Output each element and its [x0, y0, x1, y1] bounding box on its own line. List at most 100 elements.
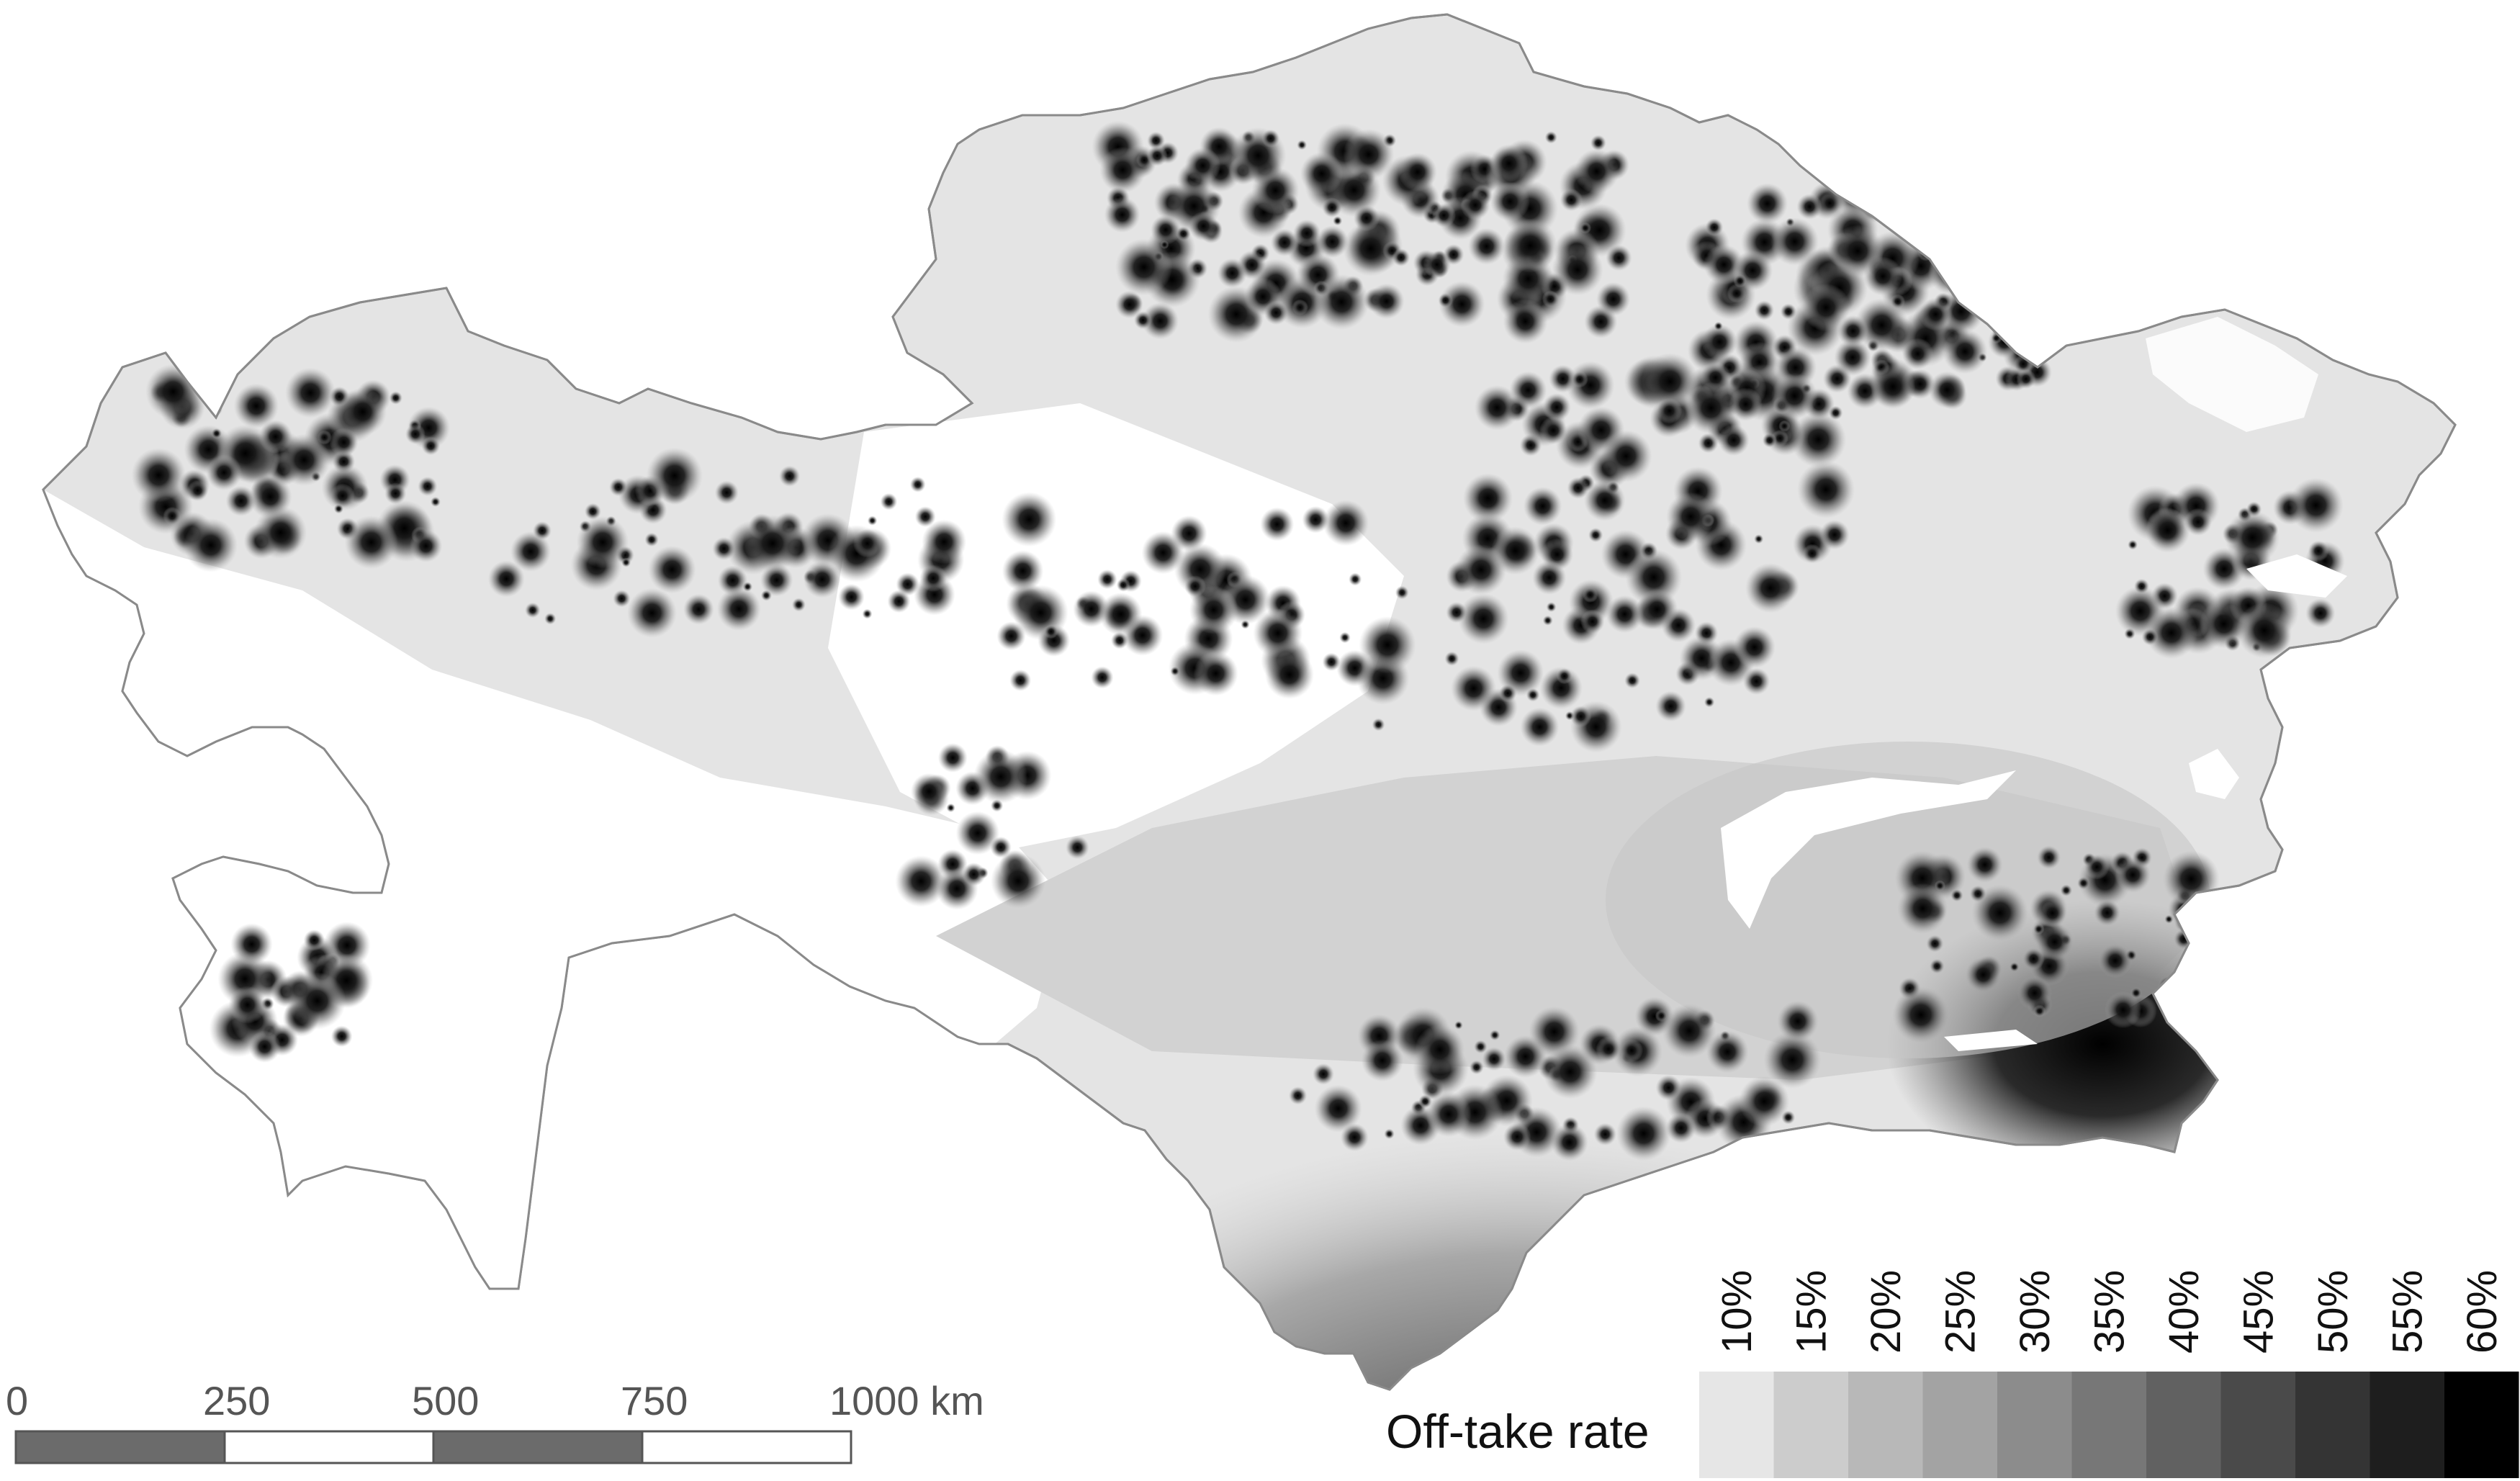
settlement-hotspot [2022, 947, 2045, 971]
scale-bar-tick-label: 250 [203, 1378, 270, 1423]
settlement-hotspot [533, 521, 552, 540]
settlement-hotspot [1458, 593, 1509, 644]
settlement-hotspot [1837, 315, 1869, 347]
settlement-hotspot [1261, 129, 1280, 148]
scale-bar-segment [223, 1430, 435, 1464]
settlement-hotspot [2225, 510, 2280, 565]
altai-white-patch [2146, 317, 2318, 432]
settlement-hotspot [1560, 188, 1583, 212]
settlement-hotspot [1288, 1086, 1308, 1105]
settlement-hotspot [838, 583, 865, 611]
settlement-hotspot [1091, 666, 1114, 689]
settlement-hotspot [2141, 628, 2159, 646]
settlement-hotspot [1462, 473, 1513, 523]
settlement-hotspot [1460, 190, 1490, 220]
settlement-hotspot [1727, 284, 1747, 303]
settlement-hotspot [1969, 885, 1986, 903]
settlement-hotspot [1580, 222, 1592, 234]
settlement-hotspot [1860, 194, 1884, 217]
settlement-hotspot [1115, 238, 1173, 296]
settlement-hotspot [1170, 666, 1180, 676]
settlement-hotspot [1942, 329, 1988, 374]
settlement-hotspot [1984, 248, 2040, 304]
legend-swatch [1997, 1372, 2072, 1478]
settlement-hotspot [909, 477, 926, 492]
settlement-hotspot [418, 476, 438, 497]
settlement-hotspot [2098, 943, 2133, 978]
settlement-hotspot [962, 863, 986, 886]
settlement-hotspot [1988, 291, 2025, 327]
settlement-hotspot [1189, 585, 1238, 634]
legend-class-label: 60% [2459, 1270, 2506, 1354]
settlement-hotspot [225, 485, 256, 516]
settlement-hotspot [1949, 187, 1976, 215]
settlement-hotspot [1583, 587, 1598, 603]
settlement-hotspot [1438, 292, 1454, 308]
settlement-hotspot [2145, 508, 2190, 553]
scale-bar-tick-label: 750 [621, 1378, 688, 1423]
settlement-hotspot [1656, 397, 1683, 424]
settlement-hotspot [1797, 460, 1855, 518]
settlement-hotspot [2000, 271, 2035, 306]
settlement-hotspot [1217, 258, 1248, 288]
settlement-hotspot [163, 506, 181, 526]
settlement-hotspot [487, 560, 525, 598]
settlement-hotspot [1241, 620, 1250, 629]
legend-swatch [1922, 1372, 1997, 1478]
settlement-hotspot [1116, 578, 1130, 592]
settlement-hotspot [1662, 1004, 1716, 1058]
settlement-hotspot [1655, 690, 1686, 722]
settlement-hotspot [1570, 706, 1592, 727]
settlement-hotspot [1919, 297, 1953, 331]
settlement-hotspot [744, 514, 801, 572]
legend-class-label: 55% [2384, 1270, 2431, 1354]
settlement-hotspot [206, 454, 242, 491]
lake-balkhash [1721, 770, 2016, 929]
legend-class-label: 40% [2161, 1270, 2208, 1354]
settlement-hotspot [1451, 665, 1497, 711]
settlement-hotspot [2128, 539, 2138, 550]
settlement-hotspot [1340, 1123, 1369, 1152]
settlement-hotspot [887, 590, 911, 613]
settlement-hotspot [1956, 270, 2000, 315]
settlement-hotspot [1926, 935, 1944, 953]
settlement-hotspot [2236, 602, 2292, 659]
settlement-hotspot [895, 855, 947, 907]
settlement-hotspot [2009, 962, 2020, 972]
settlement-hotspot [1770, 217, 1819, 266]
settlement-hotspot [1762, 433, 1777, 448]
settlement-hotspot [1566, 361, 1615, 410]
settlement-hotspot [1951, 268, 1986, 302]
legend-class-label: 35% [2086, 1270, 2133, 1354]
settlement-hotspot [1642, 353, 1698, 410]
settlement-hotspot [1297, 140, 1308, 150]
settlement-hotspot [1966, 190, 2017, 241]
settlement-hotspot [1339, 631, 1351, 644]
settlement-hotspot [1043, 624, 1058, 639]
settlement-hotspot [1395, 585, 1409, 600]
settlement-hotspot [1009, 669, 1032, 691]
settlement-hotspot [233, 383, 279, 429]
settlement-hotspot [1897, 179, 1948, 230]
scale-bar-tick-label: 0 [6, 1378, 28, 1423]
settlement-hotspot [644, 532, 659, 547]
settlement-hotspot [2115, 857, 2151, 893]
settlement-hotspot [330, 483, 355, 508]
settlement-hotspot [1189, 211, 1218, 241]
legend-class-label: 30% [2012, 1270, 2058, 1354]
settlement-hotspot [288, 972, 346, 1030]
settlement-hotspot [1372, 718, 1385, 732]
settlement-hotspot [1802, 544, 1822, 563]
settlement-hotspot [285, 367, 336, 418]
settlement-hotspot [853, 529, 882, 558]
settlement-hotspot [1529, 1006, 1580, 1058]
settlement-hotspot [1503, 218, 1557, 273]
settlement-hotspot [1590, 135, 1606, 151]
settlement-hotspot [1315, 225, 1349, 258]
settlement-hotspot [973, 749, 1028, 804]
settlement-hotspot [1292, 299, 1308, 316]
settlement-hotspot [1754, 534, 1764, 544]
settlement-hotspot [2145, 606, 2198, 660]
settlement-hotspot [2019, 273, 2073, 327]
